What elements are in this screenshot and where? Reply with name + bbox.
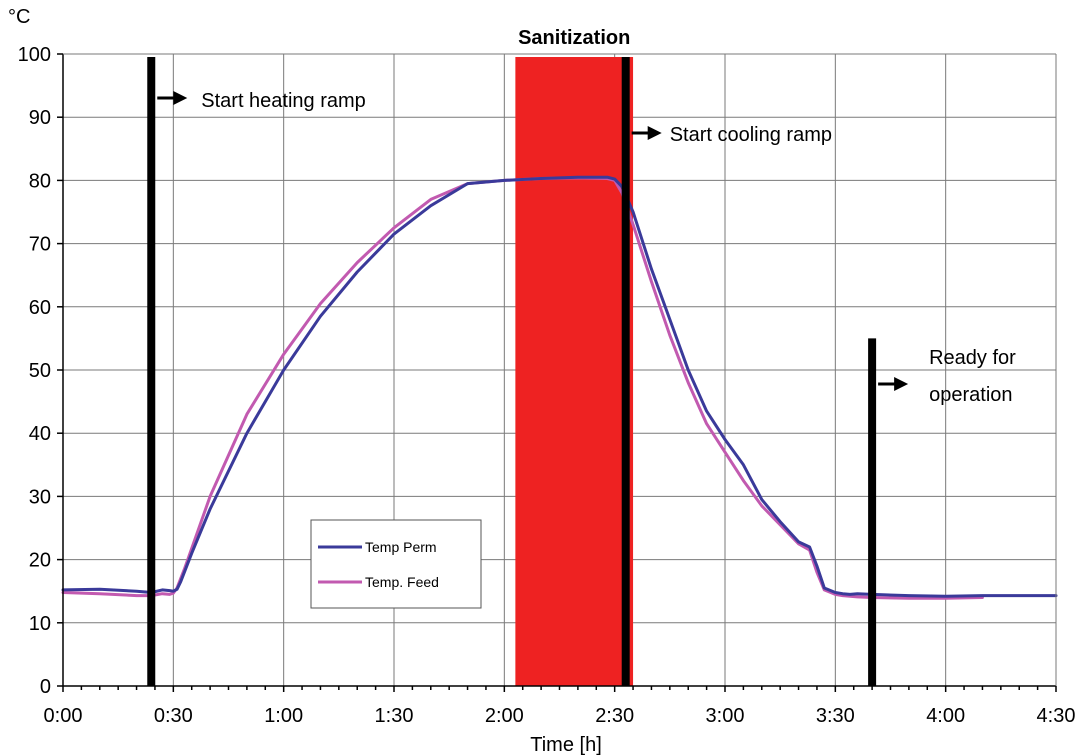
y-tick-label: 100 [18,44,51,66]
x-axis-title: Time [h] [530,734,602,756]
x-tick-label: 1:30 [375,705,414,727]
y-tick-label: 10 [29,613,51,635]
ready-for-operation-label-line-2: operation [929,384,1012,406]
legend-box [310,519,482,609]
y-tick-label: 50 [29,360,51,382]
y-tick-label: 40 [29,423,51,445]
x-tick-label: 2:00 [485,705,524,727]
x-tick-label: 0:00 [44,705,83,727]
arrow-head [173,91,188,105]
y-axis-unit-label: °C [8,6,30,28]
axes: 0 10 20 30 40 50 60 70 80 90 100 0:00 0:30 1:00 1:30 2:… [18,44,1076,727]
y-tick-label: 70 [29,234,51,256]
legend: Temp Perm Temp. Feed [310,519,482,609]
x-tick-label: 3:30 [816,705,855,727]
y-tick-label: 80 [29,170,51,192]
y-tick-label: 0 [40,676,51,698]
x-tick-label: 2:30 [595,705,634,727]
y-tick-label: 90 [29,107,51,129]
marker-layer: Start heating ramp Start cooling ramp Read… [147,57,1016,686]
y-tick-label: 20 [29,550,51,572]
legend-label: Temp. Feed [365,574,439,590]
y-tick-label: 30 [29,486,51,508]
legend-label: Temp Perm [365,539,437,555]
arrow-head [647,126,662,140]
x-tick-label: 4:30 [1037,705,1076,727]
start-heating-ramp-label: Start heating ramp [201,90,366,112]
arrow-head [894,377,909,391]
x-tick-label: 3:00 [706,705,745,727]
x-tick-label: 0:30 [154,705,193,727]
sanitization-band [515,57,634,686]
x-tick-label: 4:00 [926,705,965,727]
y-tick-label: 60 [29,297,51,319]
sanitization-label: Sanitization [518,27,630,49]
start-cooling-ramp-label: Start cooling ramp [670,124,832,146]
ready-for-operation-label-line-1: Ready for [929,347,1016,369]
x-tick-label: 1:00 [264,705,303,727]
sanitization-band-layer: Sanitization [515,27,634,686]
